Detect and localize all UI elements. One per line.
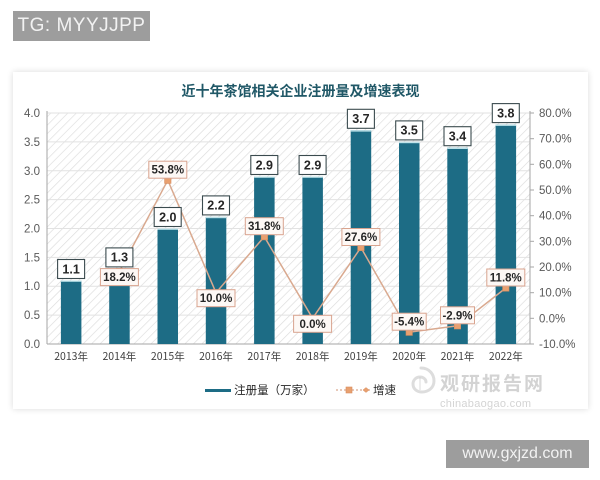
svg-text:2017年: 2017年 <box>247 349 281 364</box>
svg-text:-5.4%: -5.4% <box>394 317 424 329</box>
svg-text:10.0%: 10.0% <box>539 288 572 300</box>
svg-text:31.8%: 31.8% <box>248 221 281 233</box>
svg-text:2021年: 2021年 <box>441 349 475 364</box>
svg-text:-2.9%: -2.9% <box>442 310 472 322</box>
svg-text:2.5: 2.5 <box>24 195 40 207</box>
svg-text:2.2: 2.2 <box>207 199 224 213</box>
svg-text:0.0: 0.0 <box>24 339 40 351</box>
svg-text:10.0%: 10.0% <box>200 293 233 305</box>
svg-text:3.5: 3.5 <box>401 124 418 138</box>
svg-text:11.8%: 11.8% <box>490 273 522 285</box>
svg-text:-10.0%: -10.0% <box>539 339 575 351</box>
svg-text:2018年: 2018年 <box>296 349 330 364</box>
svg-text:60.0%: 60.0% <box>539 159 572 171</box>
svg-text:3.4: 3.4 <box>449 130 466 144</box>
svg-text:2014年: 2014年 <box>102 349 136 364</box>
svg-text:80.0%: 80.0% <box>539 108 572 120</box>
svg-text:3.7: 3.7 <box>352 112 369 126</box>
svg-text:2.9: 2.9 <box>304 158 321 172</box>
svg-text:0.0%: 0.0% <box>299 319 325 331</box>
svg-text:1.0: 1.0 <box>24 281 40 293</box>
svg-text:3.0: 3.0 <box>24 166 40 178</box>
svg-text:2013年: 2013年 <box>54 349 88 364</box>
svg-text:2019年: 2019年 <box>344 349 378 364</box>
svg-text:20.0%: 20.0% <box>539 262 572 274</box>
svg-text:30.0%: 30.0% <box>539 236 572 248</box>
svg-text:27.6%: 27.6% <box>345 232 378 244</box>
svg-text:2.0: 2.0 <box>24 224 40 236</box>
svg-text:4.0: 4.0 <box>24 108 40 120</box>
svg-text:2.0: 2.0 <box>159 210 176 224</box>
svg-text:50.0%: 50.0% <box>539 185 572 197</box>
svg-text:0.0%: 0.0% <box>539 313 565 325</box>
svg-text:18.2%: 18.2% <box>103 272 136 284</box>
svg-text:3.8: 3.8 <box>497 106 514 120</box>
svg-text:2015年: 2015年 <box>151 349 185 364</box>
svg-text:40.0%: 40.0% <box>539 211 572 223</box>
svg-text:1.5: 1.5 <box>24 252 40 264</box>
svg-text:1.1: 1.1 <box>62 262 79 276</box>
svg-text:2016年: 2016年 <box>199 349 233 364</box>
svg-text:3.5: 3.5 <box>24 137 40 149</box>
svg-text:1.3: 1.3 <box>111 251 128 265</box>
svg-text:70.0%: 70.0% <box>539 134 572 146</box>
svg-text:53.8%: 53.8% <box>151 165 184 177</box>
svg-text:2.9: 2.9 <box>256 158 273 172</box>
svg-text:0.5: 0.5 <box>24 310 40 322</box>
svg-text:2022年: 2022年 <box>489 349 523 364</box>
